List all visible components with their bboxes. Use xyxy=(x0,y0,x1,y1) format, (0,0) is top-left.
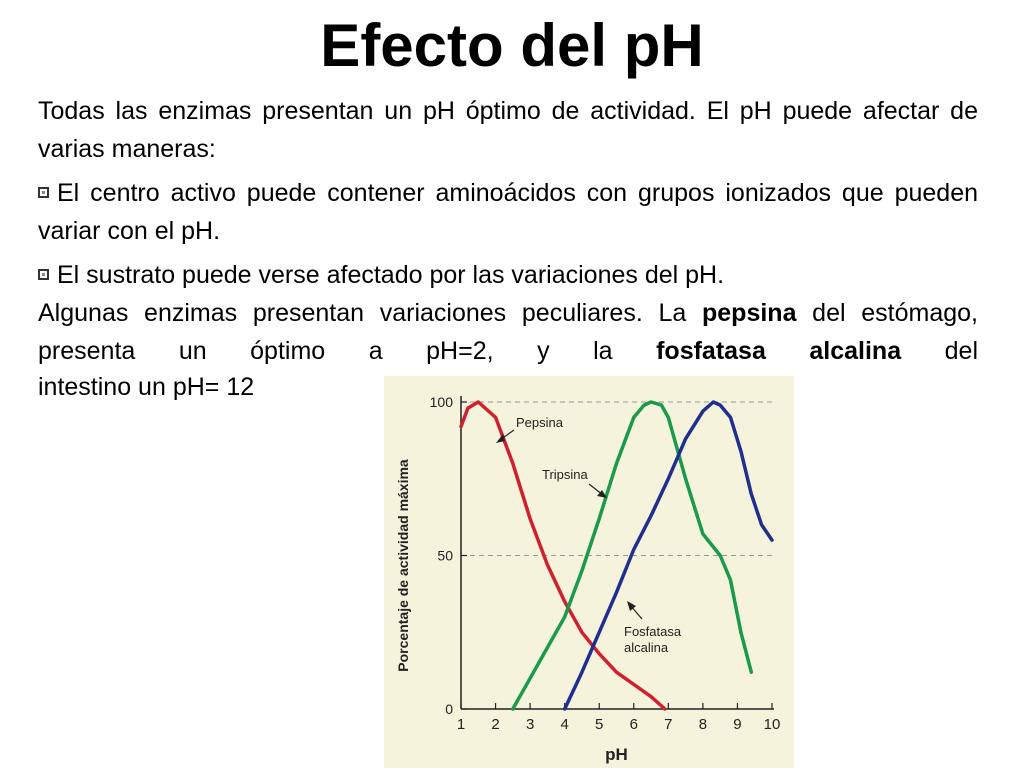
slide-title: Efecto del pH xyxy=(320,12,704,79)
series-line-tripsina xyxy=(511,400,754,711)
annotation-alcalina: alcalina xyxy=(624,640,669,655)
text-run: Algunas enzimas presentan variaciones pe… xyxy=(38,299,702,327)
bullet-item: El centro activo puede contener aminoáci… xyxy=(38,174,978,250)
x-tick-label: 2 xyxy=(491,716,499,733)
x-tick-label: 8 xyxy=(699,716,707,733)
x-axis-label: pH xyxy=(605,745,628,764)
y-tick-label: 100 xyxy=(430,394,454,410)
y-tick-label: 0 xyxy=(445,701,453,717)
arrowhead-icon xyxy=(597,490,607,498)
bullet-text: El sustrato puede verse afectado por las… xyxy=(57,261,725,289)
x-tick-label: 6 xyxy=(630,716,638,733)
x-tick-label: 3 xyxy=(526,716,534,733)
series-line-pepsina xyxy=(459,400,667,711)
enzyme-variation-paragraph: Algunas enzimas presentan variaciones pe… xyxy=(38,294,978,370)
x-tick-label: 1 xyxy=(457,716,465,733)
annotation-fosfatasa: Fosfatasa xyxy=(624,624,682,639)
x-tick-label: 10 xyxy=(764,716,781,733)
arrowhead-icon xyxy=(496,434,505,443)
ph-activity-chart: 1 2 3 4 5 6 7 8 9 10 0 50 100 pH Porcentaje de activid… xyxy=(384,376,794,768)
pepsina-bold: pepsina xyxy=(702,299,797,327)
annotation-pepsina: Pepsina xyxy=(516,415,564,430)
body-text: Todas las enzimas presentan un pH óptimo… xyxy=(38,92,978,370)
bullet-text: El centro activo puede contener aminoáci… xyxy=(38,179,978,245)
square-bullet-icon xyxy=(38,269,49,280)
fosfatasa-bold: fosfatasa alcalina xyxy=(656,337,902,365)
last-line: intestino un pH= 12 xyxy=(38,373,255,401)
x-tick-label: 4 xyxy=(560,716,568,733)
y-tick-label: 50 xyxy=(437,548,453,564)
annotation-tripsina: Tripsina xyxy=(542,467,589,482)
text-run: del xyxy=(901,337,978,365)
x-tick-label: 7 xyxy=(664,716,672,733)
x-tick-label: 9 xyxy=(733,716,741,733)
arrowhead-icon xyxy=(627,601,636,611)
y-axis-label: Porcentaje de actividad máxima xyxy=(395,459,411,672)
square-bullet-icon xyxy=(38,187,49,198)
x-tick-label: 5 xyxy=(595,716,603,733)
bullet-item: El sustrato puede verse afectado por las… xyxy=(38,256,978,294)
intro-paragraph: Todas las enzimas presentan un pH óptimo… xyxy=(38,97,978,163)
series-line-fosfatasa-alcalina xyxy=(562,400,774,711)
text-run: del estómago, presenta un óptimo a pH=2,… xyxy=(38,299,978,365)
